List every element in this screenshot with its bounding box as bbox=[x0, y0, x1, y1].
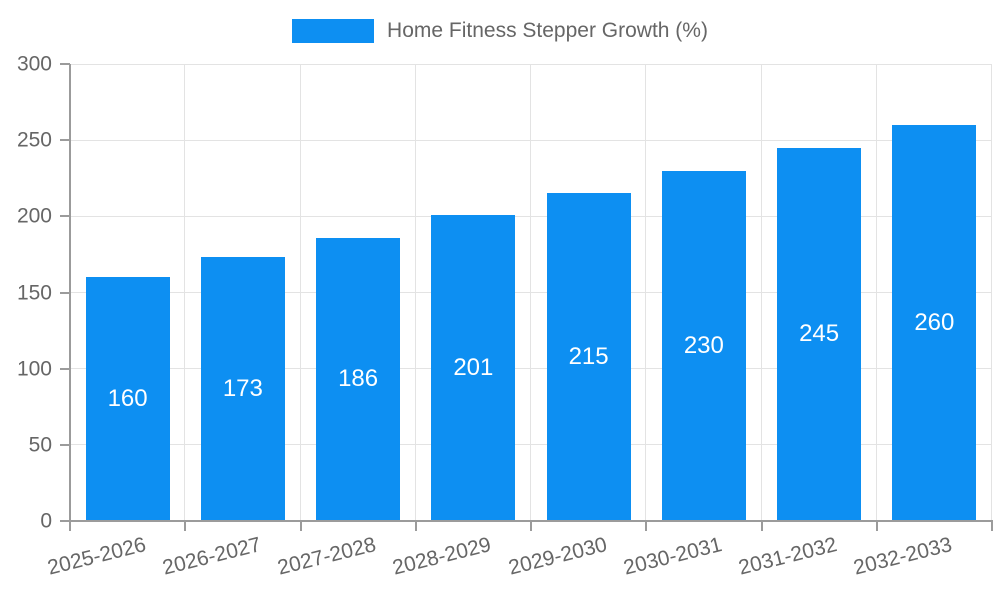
y-axis-tick-label: 50 bbox=[28, 433, 52, 457]
legend[interactable]: Home Fitness Stepper Growth (%) bbox=[0, 19, 1000, 43]
bar-value-label: 173 bbox=[222, 375, 263, 403]
gridline-vertical bbox=[875, 64, 877, 521]
gridline-vertical bbox=[645, 64, 647, 521]
y-axis-tick-label: 0 bbox=[40, 509, 52, 533]
gridline-horizontal bbox=[70, 139, 992, 141]
x-axis-tick bbox=[414, 521, 417, 531]
x-axis-tick bbox=[69, 521, 71, 531]
gridline-horizontal bbox=[70, 215, 992, 217]
bar-value-label: 160 bbox=[107, 385, 148, 413]
bar[interactable]: 173 bbox=[200, 257, 285, 521]
bar-value-label: 201 bbox=[453, 353, 494, 381]
gridline-vertical bbox=[184, 64, 186, 521]
bar-value-label: 260 bbox=[914, 308, 955, 336]
y-axis-tick bbox=[60, 63, 70, 65]
gridline-vertical bbox=[299, 64, 301, 521]
y-axis-tick-label: 300 bbox=[16, 52, 52, 76]
x-axis-tick bbox=[645, 521, 648, 531]
bar[interactable]: 260 bbox=[892, 124, 977, 521]
y-axis-tick bbox=[60, 291, 70, 294]
bar[interactable]: 215 bbox=[546, 193, 631, 521]
y-axis-tick bbox=[60, 139, 70, 142]
legend-label: Home Fitness Stepper Growth (%) bbox=[387, 19, 708, 42]
x-axis-tick bbox=[875, 521, 878, 531]
bar-value-label: 230 bbox=[683, 331, 724, 359]
bar-value-label: 215 bbox=[568, 343, 609, 371]
x-axis-tick bbox=[299, 521, 302, 531]
bar[interactable]: 201 bbox=[431, 214, 516, 521]
gridline-vertical bbox=[760, 64, 762, 521]
gridline-horizontal bbox=[70, 368, 992, 370]
y-axis-tick bbox=[60, 367, 70, 370]
y-axis-tick-label: 250 bbox=[16, 128, 52, 152]
y-axis-line bbox=[69, 64, 71, 521]
y-axis-tick bbox=[60, 215, 70, 218]
gridline-horizontal bbox=[70, 444, 992, 446]
gridline-horizontal bbox=[70, 63, 992, 65]
y-axis-tick-label: 200 bbox=[16, 204, 52, 228]
y-axis-tick bbox=[60, 443, 70, 446]
legend-swatch bbox=[292, 19, 375, 43]
gridline-vertical bbox=[530, 64, 531, 521]
bar[interactable]: 245 bbox=[777, 147, 862, 521]
gridline-vertical bbox=[991, 64, 992, 521]
gridline-vertical bbox=[414, 64, 416, 521]
x-axis-tick bbox=[760, 521, 763, 531]
bar-value-label: 245 bbox=[799, 320, 840, 348]
x-axis-tick bbox=[530, 521, 532, 531]
bar[interactable]: 230 bbox=[661, 170, 746, 521]
bar[interactable]: 160 bbox=[85, 277, 170, 521]
y-axis-tick bbox=[60, 520, 70, 522]
plot-area: 160 173 186 201 215 230 245 260 0 50 100 150 200 250 3… bbox=[17, 54, 993, 580]
gridline-horizontal bbox=[70, 292, 992, 293]
bar-value-label: 186 bbox=[338, 365, 379, 393]
x-axis-tick bbox=[184, 521, 187, 531]
bar[interactable]: 186 bbox=[316, 237, 401, 521]
y-axis-tick-label: 150 bbox=[16, 281, 52, 304]
y-axis-tick-label: 100 bbox=[16, 357, 52, 381]
x-axis-tick bbox=[991, 521, 993, 531]
